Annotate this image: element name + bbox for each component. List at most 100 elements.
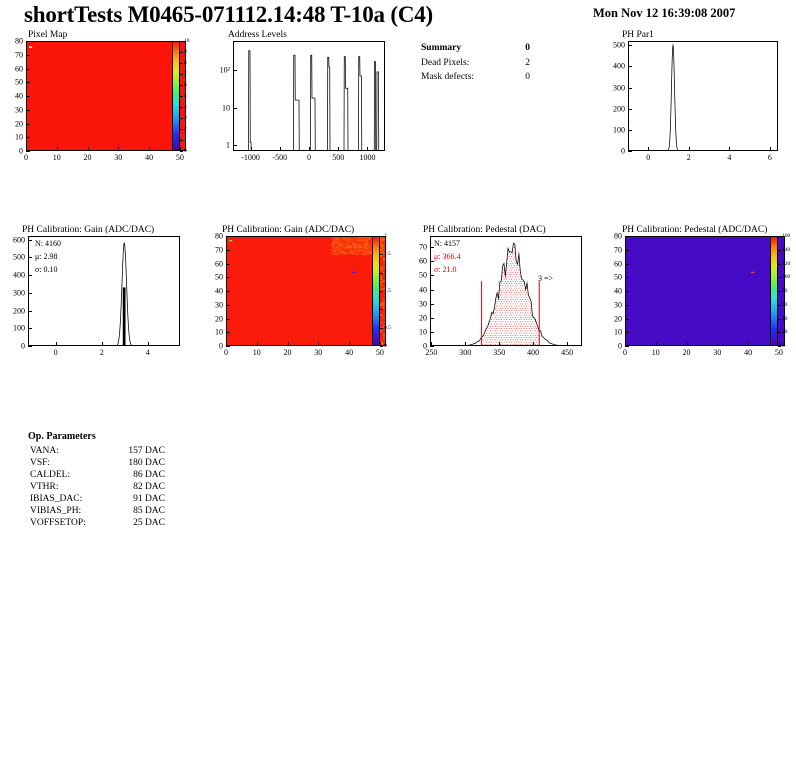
op-param-label-5: VIBIAS_PH: bbox=[30, 506, 81, 516]
ph-par1-ytick-2: 200 bbox=[598, 104, 625, 113]
cb-pixel-map-tick-10 bbox=[180, 41, 183, 42]
pixel-map-ytick-1: 10 bbox=[0, 133, 23, 142]
ph-par1-ytickmark-3 bbox=[628, 88, 632, 89]
address-levels-xtickmark-1 bbox=[280, 147, 281, 151]
op-param-value-6: 25 DAC bbox=[105, 518, 165, 528]
pixel-map-xtick-2: 20 bbox=[84, 153, 92, 162]
pixel-map-xtick-3: 30 bbox=[114, 153, 122, 162]
cb-pixel-map-tick-4 bbox=[180, 107, 183, 108]
pixel-map-xtick-1: 10 bbox=[53, 153, 61, 162]
pedestal-map-ytick-8: 80 bbox=[595, 232, 622, 241]
pixel-map-ytickmark-7 bbox=[26, 55, 30, 56]
gain-map-ytick-7: 70 bbox=[196, 245, 223, 254]
pedestal-map-xtickmark-2 bbox=[687, 342, 688, 346]
gain-hist-ytick-0: 0 bbox=[0, 342, 25, 351]
gain-hist-title: PH Calibration: Gain (ADC/DAC) bbox=[22, 225, 154, 235]
gain-hist-ytick-5: 500 bbox=[0, 253, 25, 262]
pixel-map-xtick-0: 0 bbox=[24, 153, 28, 162]
gain-hist-xtickmark-2 bbox=[148, 342, 149, 346]
gain-map-ytick-1: 10 bbox=[196, 328, 223, 337]
pedestal-map-ytickmark-7 bbox=[625, 250, 629, 251]
ph-par1-ytick-4: 400 bbox=[598, 62, 625, 71]
ph-par1-ytickmark-1 bbox=[628, 130, 632, 131]
pixel-map-ytickmark-1 bbox=[26, 137, 30, 138]
cb-gainmap-label-3: 1.5 bbox=[384, 288, 391, 294]
gain-map-xtick-2: 20 bbox=[284, 348, 292, 357]
op-param-value-3: 82 DAC bbox=[105, 482, 165, 492]
gain-hist-xtick-0: 0 bbox=[54, 348, 58, 357]
pedestal-map-ytick-3: 30 bbox=[595, 300, 622, 309]
ph-par1-xtickmark-0 bbox=[648, 147, 649, 151]
pedestal-hist-xtickmark-1 bbox=[465, 342, 466, 346]
cb-gainmap-tick-5 bbox=[380, 254, 383, 255]
cb-pedmap-tick-5 bbox=[778, 277, 781, 278]
gain-map-ytick-8: 80 bbox=[196, 232, 223, 241]
pedestal-hist-ytick-6: 60 bbox=[400, 257, 427, 266]
gain-map-xtick-1: 10 bbox=[253, 348, 261, 357]
cb-pedmap-tick-2 bbox=[778, 319, 781, 320]
cb-pedmap-label-6: 120 bbox=[782, 261, 790, 267]
pedestal-hist-ytickmark-6 bbox=[430, 261, 434, 262]
pedestal-hist-xtick-0: 250 bbox=[425, 348, 437, 357]
pixel-map-xtickmark-4 bbox=[149, 147, 150, 151]
op-param-label-6: VOFFSETOP: bbox=[30, 518, 86, 528]
pixel-map-ytick-3: 30 bbox=[0, 105, 23, 114]
ph-par1-frame bbox=[628, 41, 778, 151]
op-param-label-1: VSF: bbox=[30, 458, 50, 468]
op-param-value-4: 91 DAC bbox=[105, 494, 165, 504]
gain-hist-ytickmark-1 bbox=[28, 328, 32, 329]
cb-pixel-map-tick-5 bbox=[180, 96, 183, 97]
cb-pedmap-tick-6 bbox=[778, 264, 781, 265]
pedestal-hist-ytickmark-1 bbox=[430, 332, 434, 333]
cb-gainmap-label-6: 3 bbox=[384, 233, 387, 239]
cb-pedmap-label-2: 40 bbox=[782, 316, 788, 322]
pedestal-map-xtick-2: 20 bbox=[683, 348, 691, 357]
pixel-map-ytick-8: 80 bbox=[0, 37, 23, 46]
pedestal-map-ytick-5: 50 bbox=[595, 273, 622, 282]
pedestal-map-ytickmark-4 bbox=[625, 291, 629, 292]
pixel-map-ytickmark-4 bbox=[26, 96, 30, 97]
cb-pedmap-tick-8 bbox=[778, 236, 781, 237]
cb-pixel-map-label-0: 0 bbox=[184, 148, 187, 154]
ph-par1-ytickmark-4 bbox=[628, 66, 632, 67]
pedestal-hist-ytick-4: 40 bbox=[400, 285, 427, 294]
ph-par1-ytick-1: 100 bbox=[598, 125, 625, 134]
pixel-map-xtick-4: 40 bbox=[145, 153, 153, 162]
gain-map-xtick-3: 30 bbox=[314, 348, 322, 357]
address-levels-xtick-3: 500 bbox=[332, 153, 344, 162]
pedestal-map-ytickmark-6 bbox=[625, 264, 629, 265]
pedestal-hist-xtickmark-2 bbox=[499, 342, 500, 346]
cb-pixel-map-label-3: 3 bbox=[184, 115, 187, 121]
ph-par1-xtick-3: 6 bbox=[768, 153, 772, 162]
pedestal-map-ytickmark-1 bbox=[625, 332, 629, 333]
op-param-label-3: VTHR: bbox=[30, 482, 59, 492]
pixel-map-ytickmark-2 bbox=[26, 124, 30, 125]
pixel-map-xtickmark-2 bbox=[88, 147, 89, 151]
cb-pedmap-label-7: 140 bbox=[782, 247, 790, 253]
gain-hist-xtickmark-1 bbox=[102, 342, 103, 346]
pedestal-hist-xtickmark-3 bbox=[533, 342, 534, 346]
pixel-map-ytickmark-3 bbox=[26, 110, 30, 111]
cb-pixel-map-tick-8 bbox=[180, 63, 183, 64]
cb-gainmap-tick-2 bbox=[380, 309, 383, 310]
gain-map-ytick-4: 40 bbox=[196, 287, 223, 296]
pedestal-map-frame bbox=[625, 236, 785, 346]
gain-hist-ytickmark-2 bbox=[28, 311, 32, 312]
cb-pedmap-tick-0 bbox=[778, 346, 781, 347]
pedestal-hist-ytickmark-0 bbox=[430, 346, 434, 347]
address-levels-xtickmark-3 bbox=[338, 147, 339, 151]
summary-row-label-0: Dead Pixels: bbox=[421, 58, 469, 68]
cb-pedmap-tick-3 bbox=[778, 305, 781, 306]
gain-map-xtickmark-2 bbox=[288, 342, 289, 346]
pedestal-hist-ytickmark-3 bbox=[430, 304, 434, 305]
pixel-map-frame bbox=[26, 41, 186, 151]
gain-hist-xtick-1: 2 bbox=[100, 348, 104, 357]
gain-map-ytickmark-2 bbox=[226, 319, 230, 320]
address-levels-xtick-4: 1000 bbox=[359, 153, 375, 162]
address-levels-ytickmark-0 bbox=[233, 145, 237, 146]
pixel-map-ytickmark-6 bbox=[26, 69, 30, 70]
gain-hist-ytickmark-3 bbox=[28, 293, 32, 294]
gain-map-title: PH Calibration: Gain (ADC/DAC) bbox=[222, 225, 354, 235]
cb-pedmap-label-1: 20 bbox=[782, 329, 788, 335]
pedestal-map-xtick-3: 30 bbox=[713, 348, 721, 357]
